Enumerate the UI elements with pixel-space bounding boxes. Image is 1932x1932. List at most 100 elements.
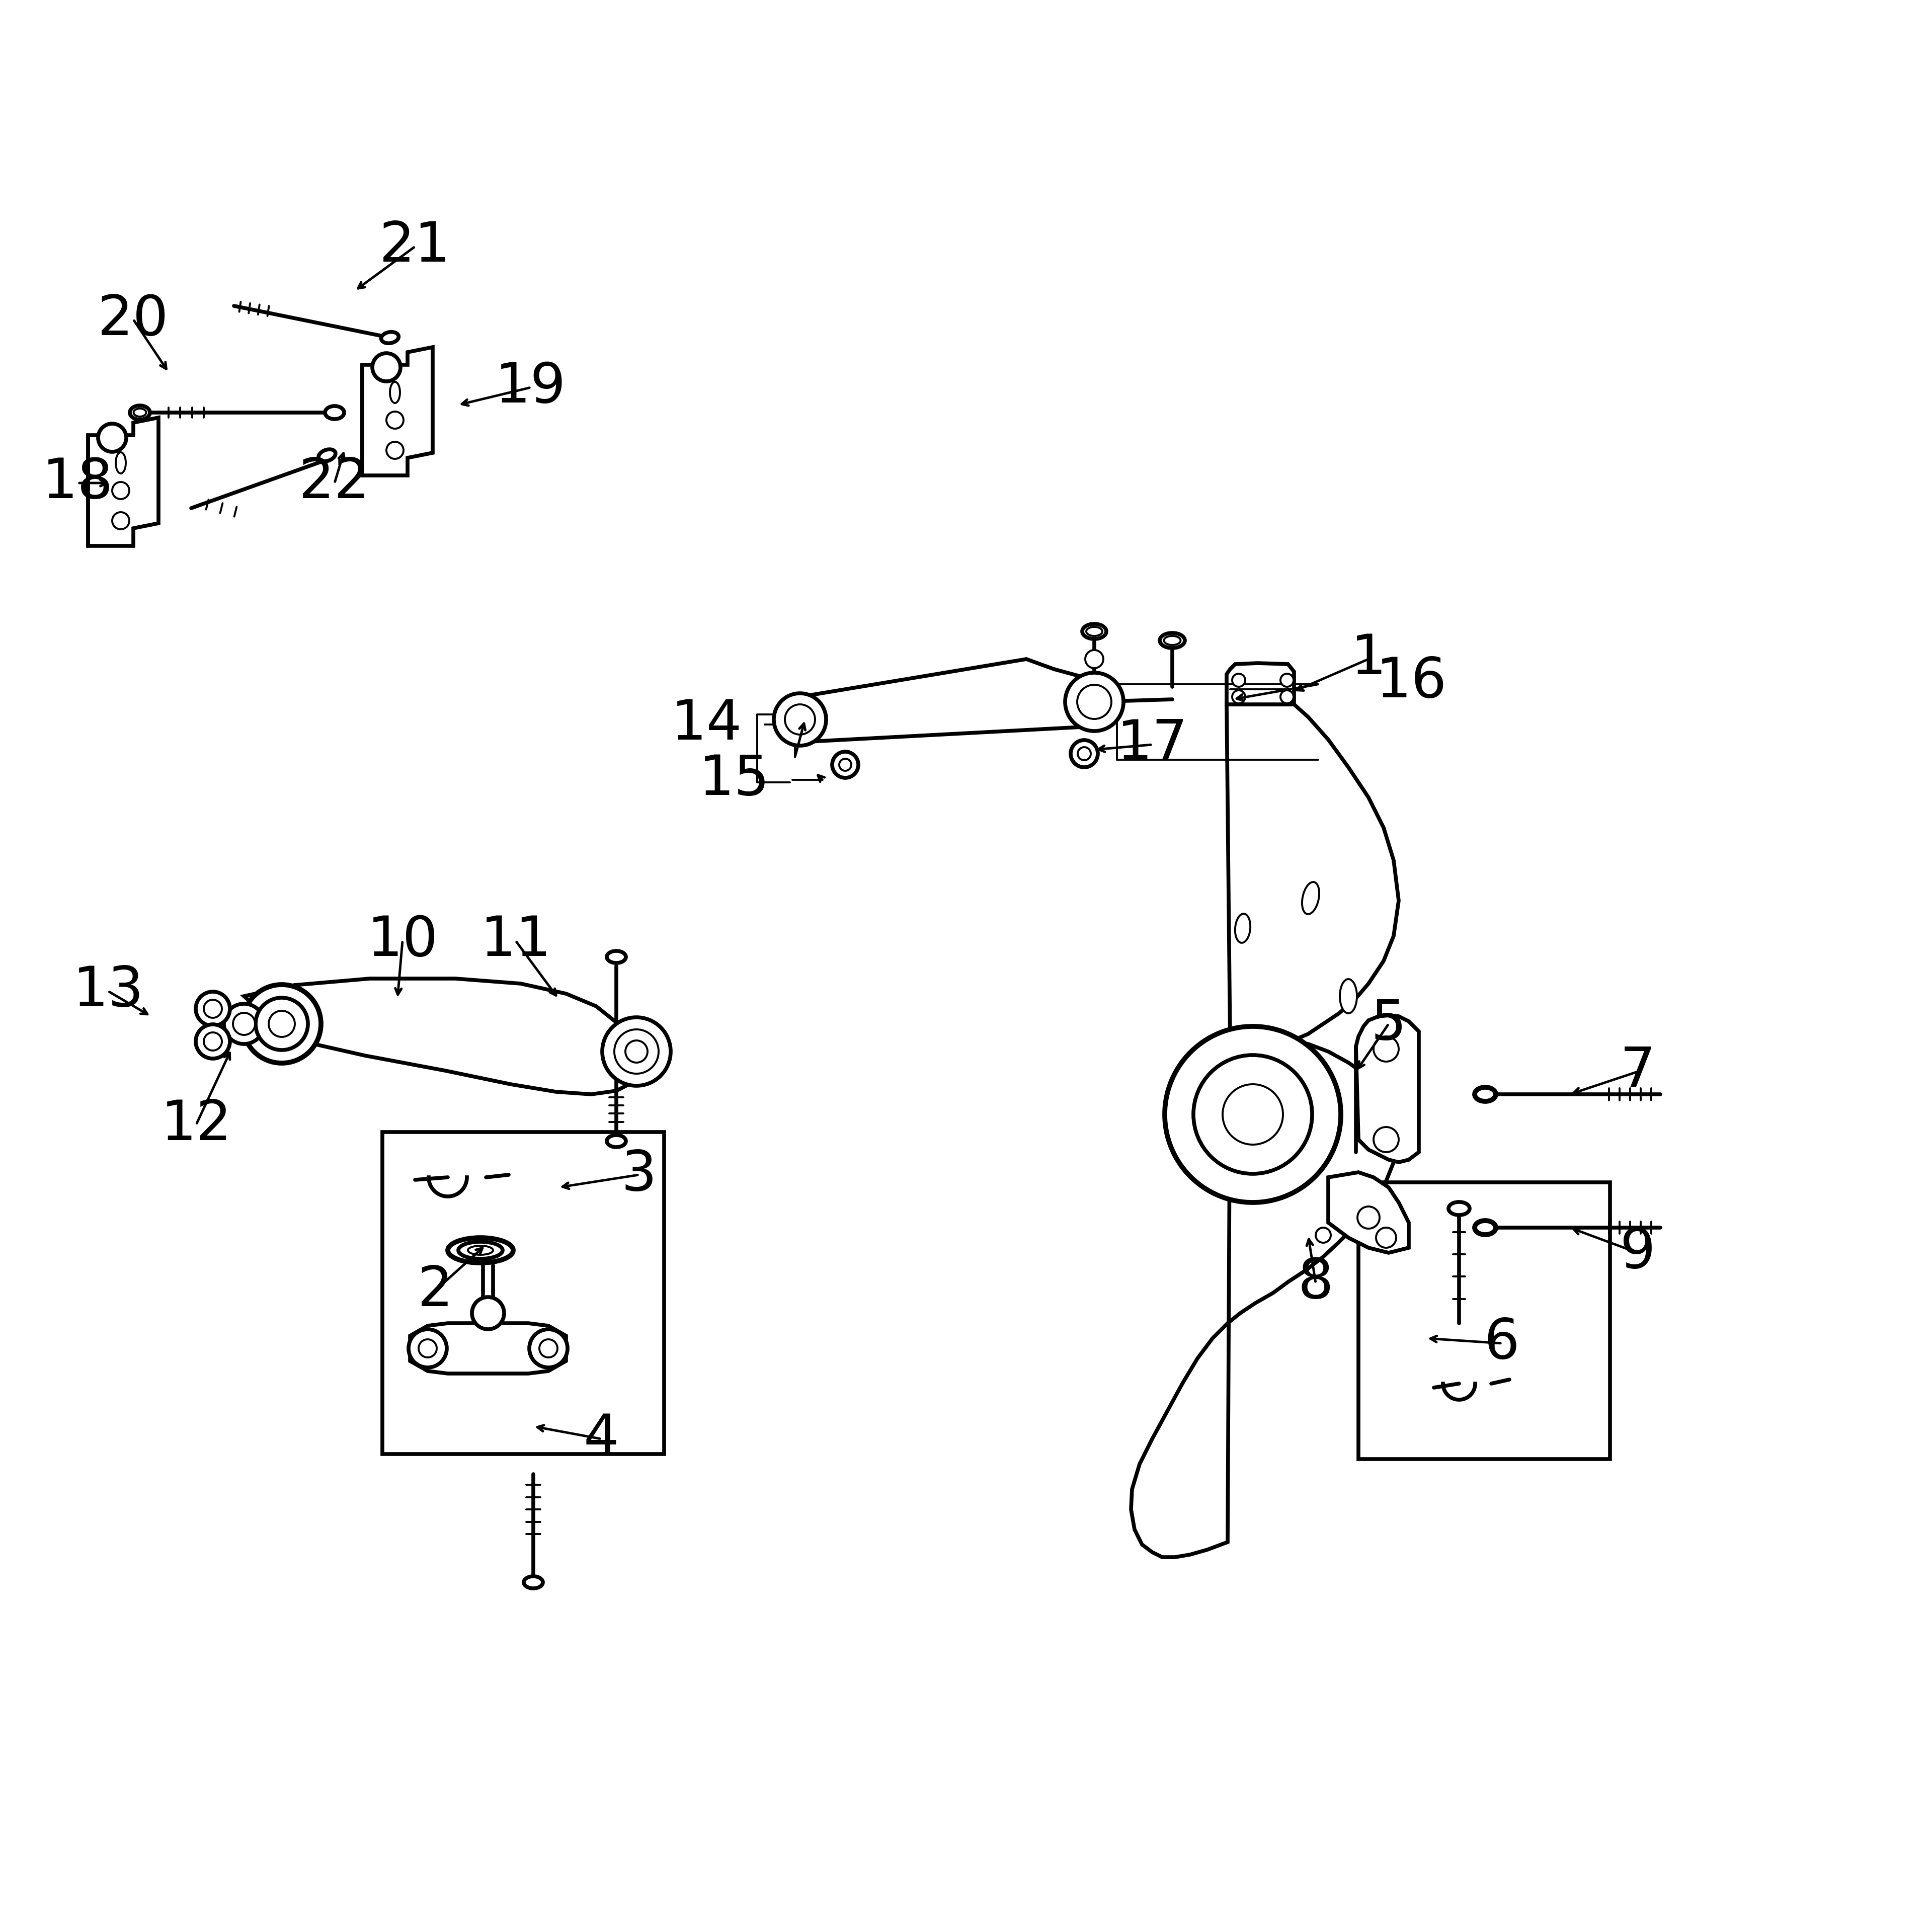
Circle shape bbox=[203, 1032, 222, 1051]
Ellipse shape bbox=[1449, 1202, 1470, 1215]
Circle shape bbox=[784, 705, 815, 734]
Circle shape bbox=[203, 999, 222, 1018]
Circle shape bbox=[529, 1329, 568, 1368]
Ellipse shape bbox=[1474, 1221, 1495, 1235]
Ellipse shape bbox=[607, 951, 626, 962]
Text: 15: 15 bbox=[699, 753, 769, 808]
Circle shape bbox=[224, 1005, 265, 1043]
Text: 11: 11 bbox=[481, 914, 551, 968]
Ellipse shape bbox=[524, 1577, 543, 1588]
Ellipse shape bbox=[129, 406, 151, 419]
Circle shape bbox=[195, 1024, 230, 1059]
Circle shape bbox=[626, 1041, 647, 1063]
Circle shape bbox=[614, 1030, 659, 1074]
Text: 5: 5 bbox=[1372, 997, 1406, 1051]
Circle shape bbox=[1358, 1206, 1379, 1229]
Circle shape bbox=[833, 752, 858, 779]
Text: 4: 4 bbox=[583, 1412, 618, 1466]
Text: 7: 7 bbox=[1619, 1045, 1656, 1099]
Circle shape bbox=[1374, 1126, 1399, 1151]
Circle shape bbox=[373, 354, 400, 381]
Ellipse shape bbox=[458, 1242, 502, 1260]
Text: 8: 8 bbox=[1298, 1256, 1333, 1310]
Text: 6: 6 bbox=[1484, 1316, 1520, 1370]
Ellipse shape bbox=[1339, 980, 1356, 1012]
Ellipse shape bbox=[133, 408, 147, 417]
Circle shape bbox=[234, 1012, 255, 1036]
Text: 14: 14 bbox=[670, 697, 742, 752]
Bar bbox=[1358, 1182, 1609, 1459]
Circle shape bbox=[1078, 748, 1092, 759]
Circle shape bbox=[1065, 672, 1124, 730]
Circle shape bbox=[603, 1018, 670, 1086]
Circle shape bbox=[419, 1339, 437, 1358]
Circle shape bbox=[386, 442, 404, 460]
Circle shape bbox=[471, 1296, 504, 1329]
Polygon shape bbox=[1356, 1016, 1418, 1163]
Circle shape bbox=[195, 991, 230, 1026]
Circle shape bbox=[1233, 690, 1246, 703]
Circle shape bbox=[1316, 1227, 1331, 1242]
Polygon shape bbox=[243, 980, 641, 1094]
Ellipse shape bbox=[448, 1238, 514, 1264]
Text: 22: 22 bbox=[299, 456, 371, 510]
Text: 9: 9 bbox=[1619, 1227, 1656, 1279]
Polygon shape bbox=[410, 1323, 566, 1374]
Polygon shape bbox=[1227, 663, 1294, 705]
Circle shape bbox=[1233, 674, 1246, 686]
Circle shape bbox=[838, 759, 852, 771]
Text: 3: 3 bbox=[622, 1148, 657, 1202]
Polygon shape bbox=[1227, 705, 1399, 1051]
Circle shape bbox=[386, 412, 404, 429]
Text: 13: 13 bbox=[73, 964, 143, 1018]
Text: 17: 17 bbox=[1117, 717, 1188, 771]
Text: 16: 16 bbox=[1376, 655, 1447, 709]
Circle shape bbox=[775, 694, 827, 746]
Ellipse shape bbox=[390, 383, 400, 404]
Ellipse shape bbox=[381, 332, 398, 344]
Circle shape bbox=[269, 1010, 296, 1037]
Ellipse shape bbox=[325, 406, 344, 419]
Circle shape bbox=[1223, 1084, 1283, 1144]
Circle shape bbox=[408, 1329, 446, 1368]
Circle shape bbox=[99, 423, 126, 452]
Ellipse shape bbox=[468, 1246, 493, 1254]
Circle shape bbox=[112, 512, 129, 529]
Ellipse shape bbox=[1474, 1088, 1495, 1101]
Circle shape bbox=[1281, 674, 1294, 686]
Circle shape bbox=[1376, 1227, 1397, 1248]
Text: 1: 1 bbox=[1350, 632, 1387, 686]
Ellipse shape bbox=[1163, 636, 1180, 645]
Circle shape bbox=[1078, 684, 1111, 719]
Circle shape bbox=[255, 997, 307, 1049]
Ellipse shape bbox=[607, 1136, 626, 1148]
Text: 20: 20 bbox=[99, 292, 168, 346]
Circle shape bbox=[112, 481, 129, 498]
Polygon shape bbox=[89, 417, 158, 547]
Circle shape bbox=[1194, 1055, 1312, 1175]
Text: 21: 21 bbox=[379, 220, 450, 274]
Ellipse shape bbox=[1086, 626, 1103, 636]
Circle shape bbox=[539, 1339, 558, 1358]
Circle shape bbox=[1070, 740, 1097, 767]
Text: 18: 18 bbox=[43, 456, 114, 510]
Polygon shape bbox=[1130, 1041, 1399, 1557]
Ellipse shape bbox=[1235, 914, 1250, 943]
Polygon shape bbox=[363, 348, 433, 475]
Ellipse shape bbox=[1159, 634, 1184, 647]
Circle shape bbox=[1086, 649, 1103, 668]
Polygon shape bbox=[1329, 1173, 1408, 1252]
Circle shape bbox=[243, 985, 321, 1063]
Text: 19: 19 bbox=[495, 361, 566, 413]
Ellipse shape bbox=[1082, 624, 1107, 639]
Ellipse shape bbox=[319, 450, 336, 462]
Circle shape bbox=[1374, 1036, 1399, 1061]
Ellipse shape bbox=[116, 452, 126, 473]
Bar bbox=[383, 1132, 665, 1455]
Text: 10: 10 bbox=[367, 914, 439, 968]
Ellipse shape bbox=[1302, 883, 1320, 914]
Circle shape bbox=[1281, 690, 1294, 703]
Text: 2: 2 bbox=[417, 1264, 452, 1318]
Text: 12: 12 bbox=[160, 1097, 232, 1151]
Circle shape bbox=[1165, 1026, 1341, 1202]
